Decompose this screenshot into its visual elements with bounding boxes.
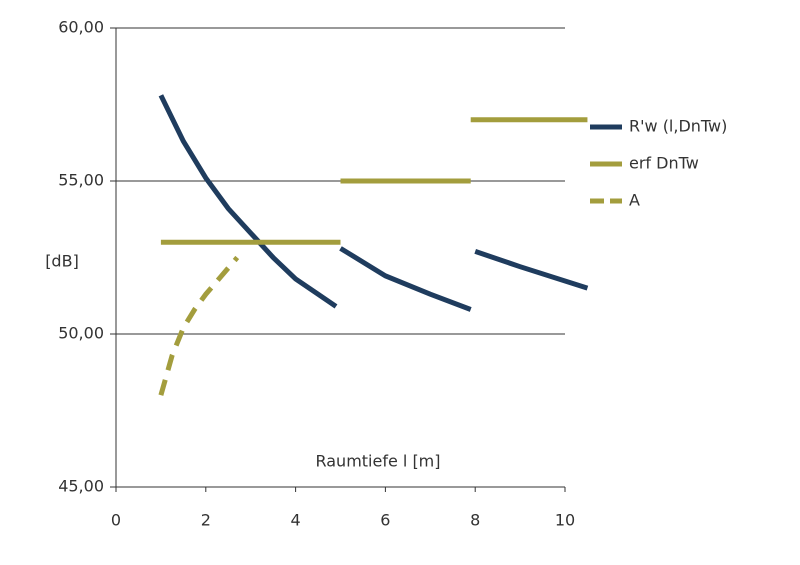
x-tick-label: 8 [470, 511, 480, 530]
series-line [158, 94, 338, 309]
x-tick-label: 0 [111, 511, 121, 530]
x-tick-label: 10 [555, 511, 575, 530]
legend-label: A [629, 191, 640, 210]
y-tick-label: 60,00 [58, 18, 104, 37]
x-axis-label: Raumtiefe l [m] [315, 452, 440, 471]
y-tick-label: 55,00 [58, 171, 104, 190]
x-tick-label: 6 [380, 511, 390, 530]
series-line [474, 249, 589, 291]
y-tick-label: 45,00 [58, 477, 104, 496]
y-tick-label: 50,00 [58, 324, 104, 343]
series-line [158, 255, 240, 396]
legend-label: erf DnTw [629, 154, 699, 173]
legend-label: R'w (l,DnTw) [629, 117, 727, 136]
x-tick-label: 2 [201, 511, 211, 530]
x-tick-label: 4 [291, 511, 301, 530]
y-axis-label: [dB] [45, 252, 79, 271]
series-line [339, 246, 472, 312]
